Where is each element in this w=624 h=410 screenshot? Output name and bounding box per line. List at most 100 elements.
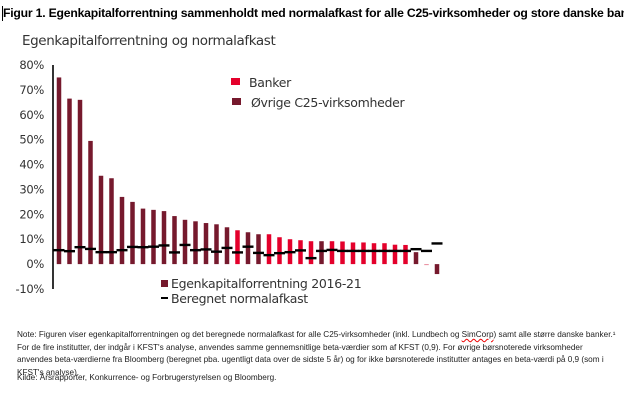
y-tick-label: 60% (19, 108, 44, 122)
normalafkast-dash (95, 250, 107, 254)
normalafkast-dash (148, 245, 159, 248)
bar-ovrige (172, 216, 177, 265)
normalafkast-dash (74, 245, 86, 249)
bar-ovrige (319, 241, 324, 265)
normalafkast-dash (200, 248, 212, 251)
normalafkast-dash (64, 249, 75, 253)
bar-ovrige (67, 98, 72, 265)
y-tick-label: 30% (19, 182, 44, 196)
bar-banker (235, 230, 240, 265)
bars (56, 77, 440, 275)
bar-ovrige (193, 221, 198, 265)
normalafkast-dash (263, 253, 275, 257)
normalafkast-dash (53, 248, 65, 252)
normalafkast-dash (337, 249, 348, 253)
normalafkast-dash (379, 249, 390, 253)
figure-source: Kilde: Årsrapporter, Konkurrence- og For… (17, 373, 277, 382)
bar-ovrige (413, 252, 419, 265)
figure-title: Figur 1. Egenkapitalforrentning sammenho… (3, 6, 624, 20)
bar-banker (382, 243, 387, 265)
normalafkast-dash (316, 249, 327, 253)
legend-label-normalafkast: Beregnet normalafkast (171, 291, 308, 306)
normalafkast-dash (358, 249, 369, 253)
bar-ovrige (151, 209, 156, 265)
legend-bottom: Egenkapitalforrentning 2016-21 Beregnet … (161, 276, 362, 306)
normalafkast-dash (421, 249, 432, 253)
normalafkast-dash (85, 247, 96, 251)
legend-swatch-egenkapitalforrentning (161, 280, 168, 287)
bar-ovrige (77, 99, 83, 265)
legend-swatch-ovrige (232, 98, 241, 105)
bar-ovrige (256, 234, 261, 265)
normalafkast-dash (326, 248, 338, 252)
y-tick-label: 80% (19, 58, 44, 72)
bar-banker (424, 264, 429, 266)
bar-ovrige (119, 196, 125, 265)
chart: 80% 70% 60% 50% 40% 30% 20% 10% 0% -10% Banker Øv… (15, 58, 443, 306)
legend-swatch-banker (231, 78, 240, 85)
y-tick-label: 10% (19, 232, 44, 246)
bar-banker (371, 243, 377, 265)
normalafkast-dash (106, 250, 117, 254)
normalafkast-dash (211, 250, 222, 253)
normalafkast-dash (116, 248, 128, 252)
note-part-2: ) samt alle større danske banker.¹ For d… (17, 330, 616, 377)
normalafkast-dash (232, 251, 243, 254)
bar-ovrige (434, 264, 440, 275)
bar-ovrige (56, 77, 62, 265)
bar-banker (308, 241, 314, 265)
bar-ovrige (140, 208, 146, 265)
bar-ovrige (130, 201, 135, 265)
normalafkast-dash (221, 246, 233, 250)
normalafkast-dashes (53, 242, 443, 260)
bar-ovrige (161, 211, 167, 265)
normalafkast-dash (284, 250, 296, 254)
y-tick-label: 40% (19, 158, 44, 172)
bar-ovrige (245, 232, 251, 265)
y-tick-label: 0% (26, 257, 44, 271)
bar-ovrige (98, 175, 104, 265)
bar-banker (298, 240, 303, 265)
note-part-1: Note: Figuren viser egenkapitalforrentni… (17, 330, 462, 339)
text-cursor (2, 6, 3, 21)
normalafkast-dash (169, 251, 180, 254)
y-axis-ticks: 80% 70% 60% 50% 40% 30% 20% 10% 0% -10% (15, 58, 44, 296)
normalafkast-dash (137, 245, 149, 249)
normalafkast-dash (190, 248, 201, 252)
normalafkast-dash (274, 251, 285, 255)
bar-ovrige (214, 224, 219, 265)
y-tick-label: -10% (15, 282, 44, 296)
normalafkast-dash (368, 249, 380, 253)
bar-banker (403, 244, 408, 265)
y-tick-label: 20% (19, 207, 44, 221)
y-tick-label: 50% (19, 133, 44, 147)
y-tick-label: 70% (19, 83, 44, 97)
normalafkast-dash (253, 251, 264, 255)
bar-banker (266, 234, 272, 265)
chart-title: Egenkapitalforrentning og normalafkast (22, 33, 276, 49)
legend-label-egenkapitalforrentning: Egenkapitalforrentning 2016-21 (171, 276, 361, 291)
bar-ovrige (182, 219, 188, 265)
normalafkast-dash (295, 249, 306, 252)
normalafkast-dash (389, 249, 401, 253)
bar-ovrige (88, 140, 93, 265)
bar-banker (392, 244, 398, 265)
normalafkast-dash (242, 245, 254, 248)
legend-top: Banker Øvrige C25-virksomheder (231, 75, 406, 110)
legend-label-banker: Banker (249, 75, 292, 90)
legend-label-ovrige: Øvrige C25-virksomheder (251, 95, 405, 110)
bar-banker (277, 237, 282, 265)
bar-ovrige (109, 178, 114, 265)
bar-ovrige (224, 227, 230, 265)
legend-swatch-normalafkast (161, 297, 168, 299)
bar-banker (361, 242, 366, 265)
normalafkast-dash (158, 244, 170, 247)
normalafkast-dash (410, 247, 422, 251)
bar-banker (329, 241, 335, 265)
normalafkast-dash (400, 249, 411, 253)
bar-banker (350, 242, 356, 265)
bar-ovrige (203, 223, 209, 265)
normalafkast-dash (127, 245, 138, 249)
figure-note: Note: Figuren viser egenkapitalforrentni… (17, 329, 617, 379)
normalafkast-dash (347, 249, 359, 253)
